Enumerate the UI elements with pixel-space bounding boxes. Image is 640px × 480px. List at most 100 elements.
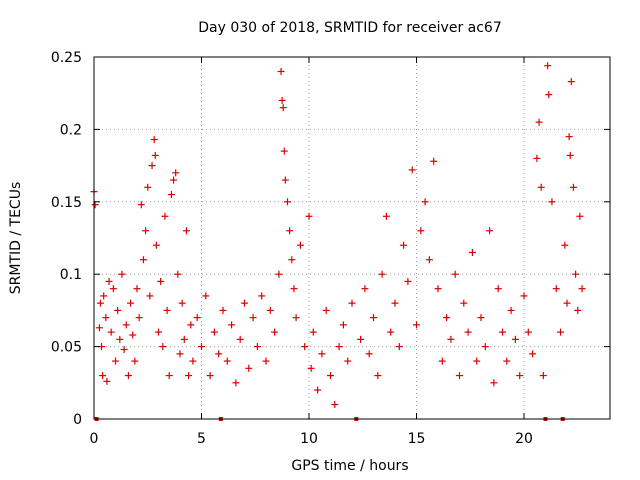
data-point — [524, 328, 532, 336]
data-point — [139, 256, 147, 264]
data-point — [378, 270, 386, 278]
y-tick-label: 0.1 — [60, 267, 82, 283]
data-point — [249, 314, 257, 322]
data-point — [387, 328, 395, 336]
data-point — [96, 299, 104, 307]
data-point — [404, 277, 412, 285]
data-point — [253, 343, 261, 351]
data-point — [193, 314, 201, 322]
data-point — [365, 350, 373, 358]
data-point — [417, 227, 425, 235]
data-point — [286, 227, 294, 235]
data-points — [90, 62, 586, 421]
data-point — [142, 227, 150, 235]
data-point — [578, 285, 586, 293]
data-point — [163, 306, 171, 314]
data-point — [275, 270, 283, 278]
data-point — [266, 306, 274, 314]
data-point — [425, 256, 433, 264]
data-point — [490, 379, 498, 387]
data-point — [486, 227, 494, 235]
data-point — [331, 401, 339, 409]
data-point — [322, 306, 330, 314]
data-point — [535, 118, 543, 126]
data-point — [301, 343, 309, 351]
y-tick-label: 0 — [73, 412, 82, 428]
data-point — [219, 306, 227, 314]
data-point — [150, 136, 158, 144]
data-point — [277, 67, 285, 75]
data-point — [537, 183, 545, 191]
data-point — [430, 157, 438, 165]
data-point — [215, 350, 223, 358]
data-point — [105, 277, 113, 285]
data-point — [503, 357, 511, 365]
data-point — [290, 285, 298, 293]
data-point — [120, 345, 128, 353]
data-point — [288, 256, 296, 264]
data-point — [305, 212, 313, 220]
data-point — [109, 285, 117, 293]
data-point — [344, 357, 352, 365]
x-axis-label: GPS time / hours — [291, 458, 408, 474]
data-point — [152, 241, 160, 249]
data-point — [451, 270, 459, 278]
data-point — [144, 183, 152, 191]
data-point — [99, 372, 107, 380]
data-point — [421, 198, 429, 206]
data-point — [170, 176, 178, 184]
x-tick-label: 5 — [197, 431, 206, 447]
data-point — [544, 62, 552, 70]
data-point — [309, 328, 317, 336]
data-point — [370, 314, 377, 322]
data-point — [361, 285, 369, 293]
data-point — [507, 306, 515, 314]
data-point — [400, 241, 408, 249]
data-point — [236, 335, 244, 343]
data-point — [172, 169, 180, 177]
data-point — [539, 372, 547, 380]
data-point — [118, 270, 126, 278]
data-point — [100, 292, 108, 300]
data-point — [307, 364, 315, 372]
data-point — [116, 335, 124, 343]
data-point — [327, 372, 334, 380]
data-point — [129, 331, 137, 339]
data-point — [566, 151, 574, 159]
x-tick-label: 0 — [90, 431, 99, 447]
data-point — [533, 154, 541, 162]
data-point — [413, 321, 420, 329]
data-point — [339, 321, 347, 329]
data-point — [112, 357, 119, 365]
data-point — [137, 201, 145, 209]
data-point — [557, 328, 565, 336]
data-point — [232, 379, 240, 387]
data-point — [279, 104, 287, 112]
data-point — [146, 292, 154, 300]
data-point — [395, 343, 403, 351]
data-point — [133, 285, 141, 293]
data-point — [258, 292, 266, 300]
data-point — [374, 372, 382, 380]
data-point — [95, 324, 103, 332]
data-point — [157, 277, 165, 285]
data-point — [318, 350, 326, 358]
data-point — [348, 299, 356, 307]
data-point — [292, 314, 300, 322]
data-point — [391, 299, 399, 307]
grid-lines — [94, 57, 610, 419]
data-point — [438, 357, 446, 365]
data-point — [545, 91, 553, 99]
data-point — [552, 285, 560, 293]
y-axis-label: SRMTID / TECUs — [8, 182, 24, 295]
data-point — [178, 299, 186, 307]
data-point — [206, 372, 214, 380]
data-point — [434, 285, 442, 293]
data-point — [210, 328, 218, 336]
data-point — [187, 321, 195, 329]
y-tick-label: 0.05 — [51, 340, 82, 356]
data-point — [561, 241, 569, 249]
data-point — [494, 285, 502, 293]
data-point — [124, 372, 132, 380]
